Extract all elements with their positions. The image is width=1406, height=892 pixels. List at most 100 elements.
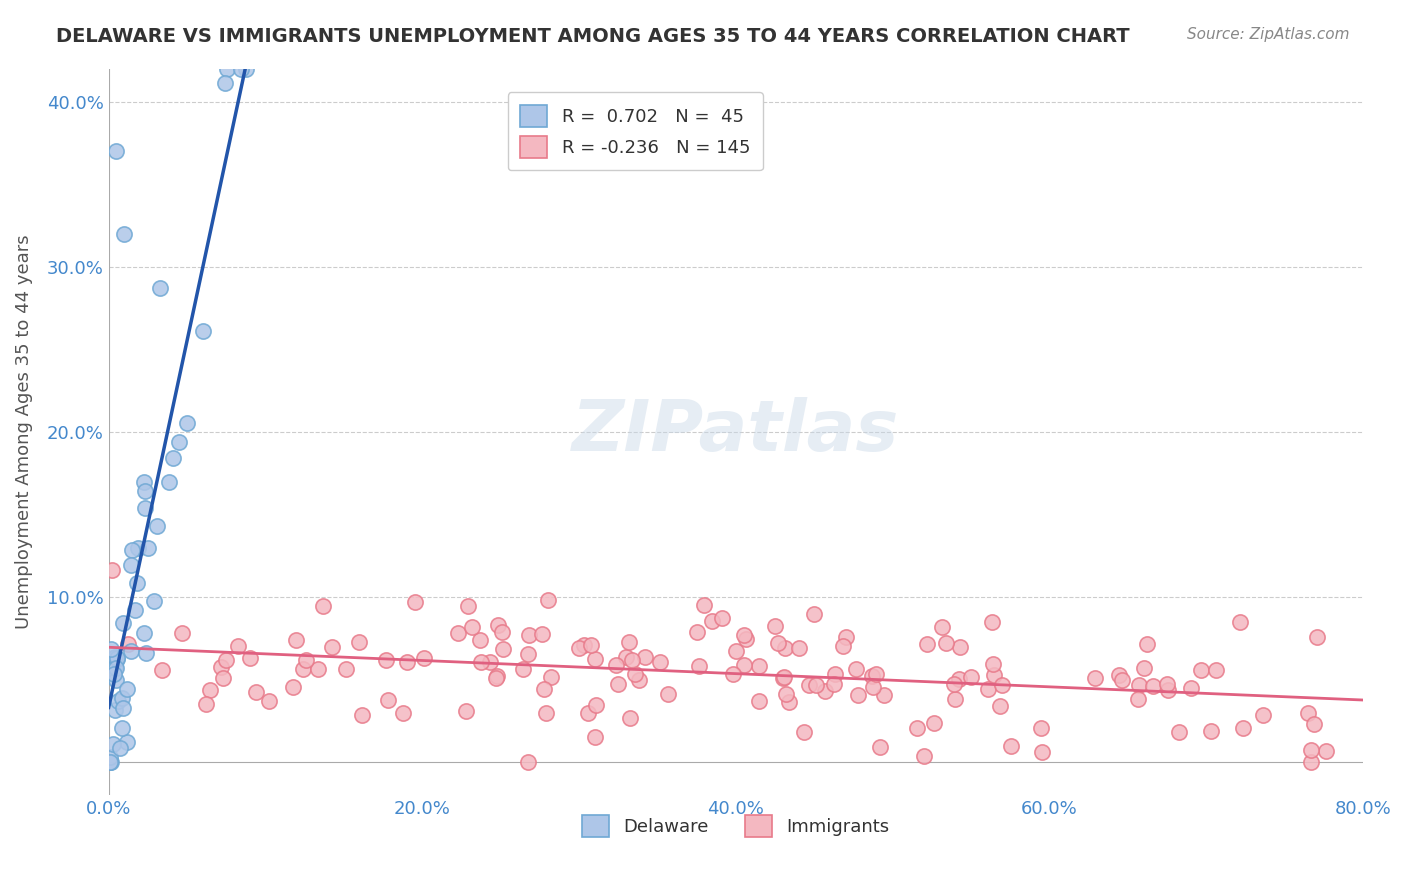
Point bbox=[585, 651, 607, 665]
Point bbox=[101, 737, 124, 751]
Point bbox=[211, 671, 233, 685]
Y-axis label: Unemployment Among Ages 35 to 44 years: Unemployment Among Ages 35 to 44 years bbox=[15, 235, 32, 629]
Point bbox=[395, 655, 418, 669]
Point bbox=[568, 640, 591, 655]
Point bbox=[793, 724, 815, 739]
Point bbox=[347, 634, 370, 648]
Point bbox=[214, 76, 236, 90]
Point bbox=[949, 640, 972, 655]
Point bbox=[134, 475, 156, 489]
Point bbox=[103, 649, 125, 664]
Point bbox=[772, 671, 794, 685]
Point bbox=[775, 687, 797, 701]
Point bbox=[763, 619, 786, 633]
Point bbox=[768, 636, 790, 650]
Point bbox=[105, 144, 128, 158]
Point bbox=[1132, 661, 1154, 675]
Point bbox=[530, 627, 553, 641]
Point bbox=[702, 615, 724, 629]
Point bbox=[1296, 706, 1319, 720]
Point bbox=[352, 707, 374, 722]
Point bbox=[624, 667, 647, 681]
Point bbox=[860, 669, 883, 683]
Point bbox=[284, 633, 307, 648]
Point bbox=[685, 624, 707, 639]
Point bbox=[127, 541, 149, 555]
Point bbox=[823, 676, 845, 690]
Point bbox=[136, 541, 159, 555]
Point bbox=[257, 693, 280, 707]
Point bbox=[935, 636, 957, 650]
Point bbox=[915, 637, 938, 651]
Point bbox=[101, 563, 124, 577]
Point bbox=[1301, 756, 1323, 770]
Point bbox=[991, 678, 1014, 692]
Point bbox=[111, 690, 134, 705]
Point bbox=[470, 633, 492, 648]
Point bbox=[1180, 681, 1202, 695]
Point bbox=[835, 630, 858, 644]
Point bbox=[98, 756, 121, 770]
Point bbox=[1142, 679, 1164, 693]
Point bbox=[873, 688, 896, 702]
Point bbox=[981, 657, 1004, 672]
Point bbox=[583, 730, 606, 744]
Point bbox=[479, 655, 502, 669]
Point bbox=[516, 756, 538, 770]
Point bbox=[491, 625, 513, 640]
Point bbox=[1000, 739, 1022, 753]
Point bbox=[634, 649, 657, 664]
Point bbox=[1084, 671, 1107, 685]
Point bbox=[312, 599, 335, 613]
Point bbox=[814, 683, 837, 698]
Point bbox=[209, 659, 232, 673]
Point bbox=[412, 651, 434, 665]
Point bbox=[693, 599, 716, 613]
Point bbox=[803, 607, 825, 621]
Text: Source: ZipAtlas.com: Source: ZipAtlas.com bbox=[1187, 27, 1350, 42]
Point bbox=[245, 685, 267, 699]
Point bbox=[110, 741, 132, 756]
Point bbox=[862, 681, 884, 695]
Point bbox=[721, 667, 744, 681]
Point bbox=[724, 644, 747, 658]
Point bbox=[534, 706, 557, 720]
Point bbox=[688, 659, 710, 673]
Point bbox=[456, 704, 478, 718]
Point bbox=[200, 682, 222, 697]
Point bbox=[1251, 707, 1274, 722]
Point bbox=[1168, 724, 1191, 739]
Point bbox=[294, 653, 316, 667]
Point bbox=[959, 670, 981, 684]
Point bbox=[307, 662, 329, 676]
Point bbox=[226, 640, 249, 654]
Point bbox=[576, 706, 599, 720]
Point bbox=[100, 641, 122, 656]
Point bbox=[492, 641, 515, 656]
Point bbox=[943, 677, 966, 691]
Point bbox=[134, 484, 156, 499]
Point bbox=[194, 697, 217, 711]
Point bbox=[457, 599, 479, 613]
Point bbox=[214, 653, 236, 667]
Point bbox=[983, 668, 1005, 682]
Point bbox=[585, 698, 607, 712]
Point bbox=[1205, 663, 1227, 677]
Point bbox=[120, 644, 142, 658]
Point bbox=[104, 659, 127, 673]
Point bbox=[150, 663, 173, 677]
Point bbox=[787, 640, 810, 655]
Point bbox=[134, 501, 156, 516]
Point bbox=[239, 651, 262, 665]
Point bbox=[619, 634, 641, 648]
Point bbox=[176, 416, 198, 430]
Point bbox=[1126, 691, 1149, 706]
Point bbox=[167, 435, 190, 450]
Point bbox=[711, 611, 734, 625]
Legend: Delaware, Immigrants: Delaware, Immigrants bbox=[575, 808, 897, 845]
Point bbox=[517, 628, 540, 642]
Point bbox=[283, 681, 305, 695]
Point bbox=[804, 678, 827, 692]
Point bbox=[107, 694, 129, 708]
Point bbox=[392, 706, 415, 721]
